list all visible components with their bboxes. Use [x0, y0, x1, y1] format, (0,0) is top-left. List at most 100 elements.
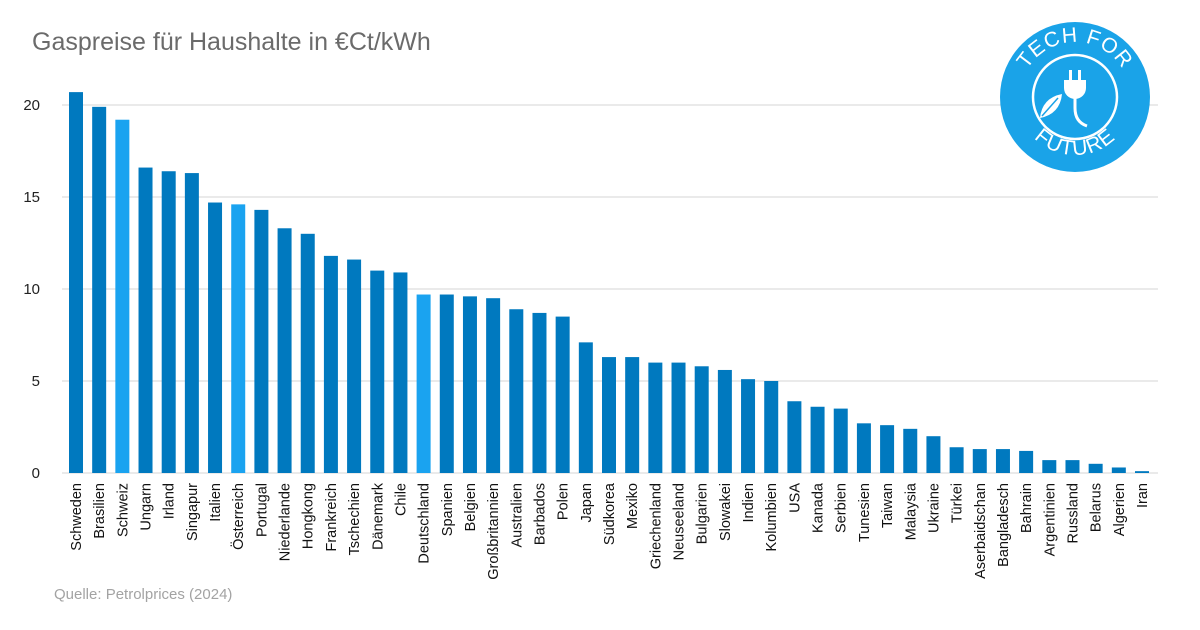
x-tick-label: Iran [1135, 483, 1151, 508]
x-tick-label: Spanien [440, 483, 456, 536]
x-tick-label: Brasilien [92, 483, 108, 539]
tech-for-future-logo: TECH FOR FUTURE [1000, 22, 1150, 172]
bar-2 [115, 119, 130, 473]
y-tick-label: 20 [23, 97, 40, 114]
bar-38 [949, 447, 964, 473]
x-tick-label: Deutschland [417, 483, 433, 564]
x-tick-label: Barbados [532, 483, 548, 545]
x-tick-label: Portugal [254, 483, 270, 537]
x-tick-label: Argentinien [1042, 483, 1058, 556]
bar-5 [184, 173, 199, 473]
bar-15 [416, 294, 431, 473]
logo-inner-ring [1031, 53, 1119, 141]
bar-12 [347, 259, 362, 473]
x-axis-labels: Schweden Brasilien Schweiz Ungarn Irland Sing… [69, 482, 1151, 580]
bar-17 [462, 296, 477, 473]
bar-43 [1065, 460, 1080, 473]
x-tick-label: Polen [556, 483, 572, 520]
x-tick-label: Ungarn [139, 483, 155, 531]
x-tick-label: Frankreich [324, 483, 340, 552]
bar-16 [439, 294, 454, 473]
source-note: Quelle: Petrolprices (2024) [54, 586, 233, 603]
bar-21 [555, 316, 570, 473]
x-tick-label: Großbritannien [486, 483, 502, 580]
bar-30 [764, 381, 779, 473]
bar-28 [717, 369, 732, 473]
bar-29 [741, 379, 756, 473]
x-tick-label: Tunesien [857, 483, 873, 542]
bar-0 [69, 92, 83, 474]
bar-1 [92, 106, 107, 473]
x-tick-label: Malaysia [903, 482, 919, 540]
x-tick-label: USA [787, 483, 803, 513]
x-tick-label: Slowakei [718, 483, 734, 541]
bar-20 [532, 312, 547, 473]
x-tick-label: Bangladesch [996, 483, 1012, 567]
bar-24 [625, 357, 640, 473]
x-tick-label: Griechenland [648, 483, 664, 569]
bar-41 [1019, 450, 1034, 473]
x-tick-label: Niederlande [278, 483, 294, 561]
x-tick-label: Schweden [69, 483, 85, 551]
x-tick-label: Aserbaidschan [973, 483, 989, 579]
leaf-icon [1040, 94, 1062, 118]
bar-26 [671, 362, 686, 473]
bar-46 [1135, 471, 1149, 473]
x-tick-label: Russland [1065, 483, 1081, 543]
x-tick-label: Österreich [229, 483, 247, 550]
x-tick-label: Ukraine [926, 483, 942, 533]
bar-8 [254, 209, 269, 473]
y-tick-label: 10 [23, 281, 40, 298]
bar-35 [880, 425, 895, 473]
bar-9 [277, 228, 292, 473]
bar-14 [393, 272, 408, 473]
x-tick-label: Kanada [811, 482, 827, 533]
y-axis-ticks: 0 5 10 15 20 [23, 97, 40, 482]
x-tick-label: Taiwan [880, 483, 896, 528]
x-tick-label: Indien [741, 483, 757, 523]
x-tick-label: Algerien [1112, 483, 1128, 536]
x-tick-label: Chile [393, 483, 409, 516]
x-tick-label: Italien [208, 483, 224, 522]
x-tick-label: Schweiz [115, 483, 131, 537]
y-tick-label: 5 [32, 373, 40, 390]
x-tick-label: Serbien [834, 483, 850, 533]
x-tick-label: Japan [579, 483, 595, 523]
x-tick-label: Mexiko [625, 483, 641, 529]
bar-32 [810, 406, 825, 473]
x-tick-label: Belarus [1089, 483, 1105, 532]
x-tick-label: Belgien [463, 483, 479, 531]
bar-36 [903, 428, 918, 473]
bars [69, 92, 1149, 474]
bar-4 [161, 171, 176, 474]
bar-44 [1088, 463, 1103, 473]
bar-25 [648, 362, 663, 473]
x-tick-label: Australien [509, 483, 525, 547]
bar-13 [370, 270, 385, 473]
bar-42 [1042, 460, 1057, 473]
bar-18 [486, 298, 501, 473]
bar-10 [300, 233, 315, 473]
x-tick-label: Türkei [950, 483, 966, 523]
x-tick-label: Irland [162, 483, 178, 519]
bar-33 [833, 408, 848, 473]
x-tick-label: Neuseeland [672, 483, 688, 560]
bar-23 [602, 357, 616, 473]
bar-22 [578, 342, 593, 473]
bar-39 [972, 449, 987, 473]
x-tick-label: Bulgarien [695, 483, 711, 544]
bar-19 [509, 309, 524, 473]
x-tick-label: Hongkong [301, 483, 317, 549]
bar-37 [926, 436, 941, 473]
bar-31 [787, 401, 802, 473]
bar-40 [995, 449, 1010, 473]
x-tick-label: Singapur [185, 483, 201, 541]
x-tick-label: Südkorea [602, 482, 618, 545]
y-tick-label: 15 [23, 189, 40, 206]
x-tick-label: Bahrain [1019, 483, 1035, 533]
bar-6 [208, 202, 223, 473]
bar-7 [231, 204, 246, 474]
bar-3 [138, 167, 153, 473]
x-tick-label: Dänemark [370, 482, 386, 550]
